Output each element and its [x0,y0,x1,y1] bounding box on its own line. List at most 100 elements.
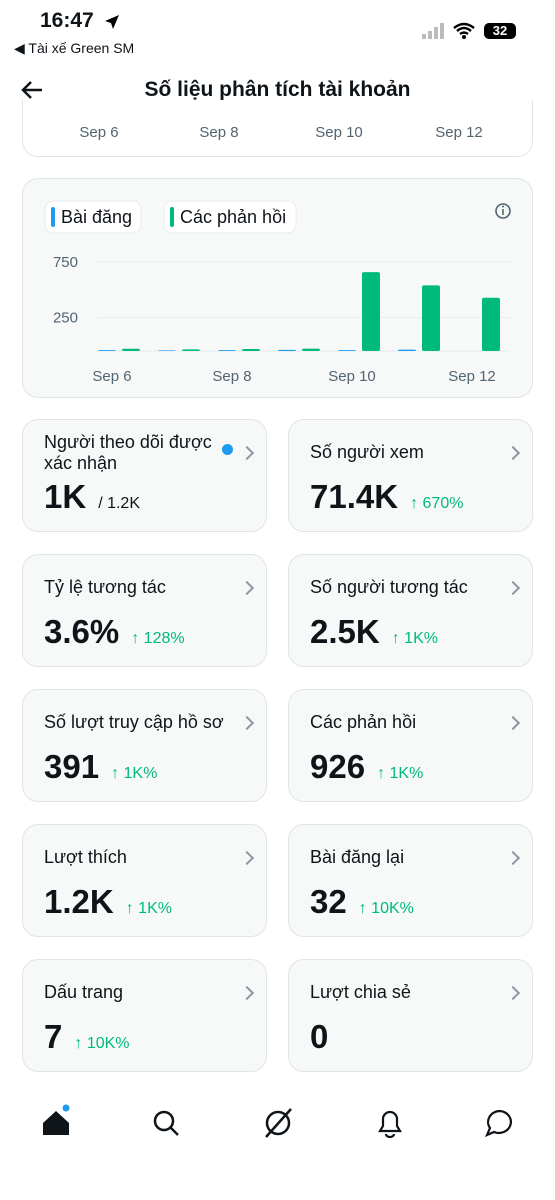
metric-card[interactable]: Lượt chia sẻ 0 [288,959,533,1072]
metric-change-value: 128% [143,630,185,647]
metric-card[interactable]: Người theo dõi được xác nhận 1K / 1.2K [22,419,267,532]
metric-change-value: 670% [422,495,464,512]
metric-value: 1.2K [44,883,114,920]
x-tick-label: Sep 10 [328,368,376,385]
up-arrow: ↑ [391,630,405,647]
metric-value: 391 [44,748,100,785]
grok-tab[interactable] [265,1108,292,1138]
metric-value: 0 [310,1018,329,1055]
metric-change-value: 1K% [404,630,438,647]
back-app-label[interactable]: Tài xế Green SM [28,40,135,56]
metric-value: 1K [44,478,87,515]
metric-change-value: 1K% [389,765,424,782]
metric-card[interactable]: Lượt thích 1.2K ↑ 1K% [22,824,267,937]
up-arrow: ↑ [131,630,144,647]
metric-card[interactable]: Các phản hồi 926 ↑ 1K% [288,689,533,802]
info-circle [495,203,511,219]
metric-title: Người theo dõi được xác nhận [44,432,212,473]
bar [278,349,296,351]
chart: Bài đăng Các phản hồi 250 750 Sep 6 Sep 8 Sep … [44,200,511,385]
metric-value-row: 2.5K ↑ 1K% [310,613,438,651]
metric-card[interactable]: Tỷ lệ tương tác 3.6% ↑ 128% [22,554,267,667]
chart-card: Bài đăng Các phản hồi 250 750 Sep 6 Sep 8 Sep … [22,178,533,398]
chevron [239,985,255,1001]
bottom-nav [43,1104,512,1139]
metric-title: Lượt thích [44,847,127,867]
metric-value: 71.4K [310,478,399,515]
bar [482,297,500,351]
legend-chip [44,200,142,234]
metric-value: 32 [310,883,347,920]
messages-tab[interactable] [484,1109,512,1138]
metric-change: ↑ 128% [131,630,184,647]
bar [122,348,140,351]
metric-total: / 1.2K [98,495,140,512]
metric-title: Bài đăng lại [310,847,405,867]
metric-title: Các phản hồi [310,712,417,732]
status-icons [422,22,516,39]
metric-change: ↑ 670% [410,495,463,512]
metric-change: ↑ 1K% [392,630,438,647]
metric-card[interactable]: Số người xem 71.4K ↑ 670% [288,419,533,532]
metric-value-row: 926 ↑ 1K% [310,748,423,786]
chevron [505,715,521,731]
x-tick-label: Sep 10 [315,124,363,141]
metric-value: 926 [310,748,366,785]
metric-card[interactable]: Số lượt truy cập hồ sơ 391 ↑ 1K% [22,689,267,802]
bar [398,349,416,351]
metric-value-row: 391 ↑ 1K% [44,748,157,786]
location-icon [105,15,119,29]
metric-change: ↑ 10K% [74,1035,129,1052]
status-time: 16:47 [40,9,94,32]
metric-card[interactable]: Bài đăng lại 32 ↑ 10K% [288,824,533,937]
back-app[interactable]: ◀ Tài xế Green SM [14,40,135,56]
metric-title: Dấu trang [44,982,124,1002]
y-tick-label: 750 [53,254,78,271]
bar [362,272,380,351]
legend-swatch [170,207,174,227]
chevron [505,580,521,596]
metric-value-row: 3.6% ↑ 128% [44,613,185,651]
up-arrow: ↑ [111,765,124,782]
up-arrow: ↑ [410,495,423,512]
previous-chart-card: Sep 6 Sep 8 Sep 10 Sep 12 [22,100,533,157]
x-tick-label: Sep 6 [92,368,131,385]
notifications-tab[interactable] [378,1110,402,1139]
y-tick-label: 250 [53,309,78,326]
metric-change-value: 10K% [371,900,414,917]
bar [302,348,320,351]
metric-change: ↑ 1K% [377,765,423,782]
legend-swatch [51,207,55,227]
up-arrow: ↑ [358,900,372,917]
home-tab[interactable] [43,1104,70,1136]
chevron [505,850,521,866]
chevron [505,985,521,1001]
metric-card[interactable]: Số người tương tác 2.5K ↑ 1K% [288,554,533,667]
bar [182,349,200,351]
bar [422,285,440,351]
search-tab[interactable] [153,1110,179,1136]
metric-title: Tỷ lệ tương tác [44,577,166,597]
info-icon[interactable] [495,203,511,219]
metric-change-value: 10K% [86,1035,130,1052]
up-arrow: ↑ [125,900,139,917]
chevron [239,445,255,461]
bar [158,350,176,351]
legend-chip [163,200,297,234]
chevron [239,580,255,596]
metric-value: 7 [44,1018,63,1055]
bar [218,350,236,351]
chevron [239,715,255,731]
metric-change-value: 1K% [138,900,172,917]
legend-label: Các phản hồi [180,207,286,227]
metric-title: Số người tương tác [310,577,468,597]
metric-card[interactable]: Dấu trang 7 ↑ 10K% [22,959,267,1072]
legend-label: Bài đăng [61,207,132,227]
bar [98,350,116,351]
metric-value-row: 71.4K ↑ 670% [310,478,463,516]
x-tick-label: Sep 8 [212,368,251,385]
back-button[interactable] [20,78,44,102]
x-tick-label: Sep 12 [435,124,483,141]
metric-change: ↑ 1K% [126,900,172,917]
